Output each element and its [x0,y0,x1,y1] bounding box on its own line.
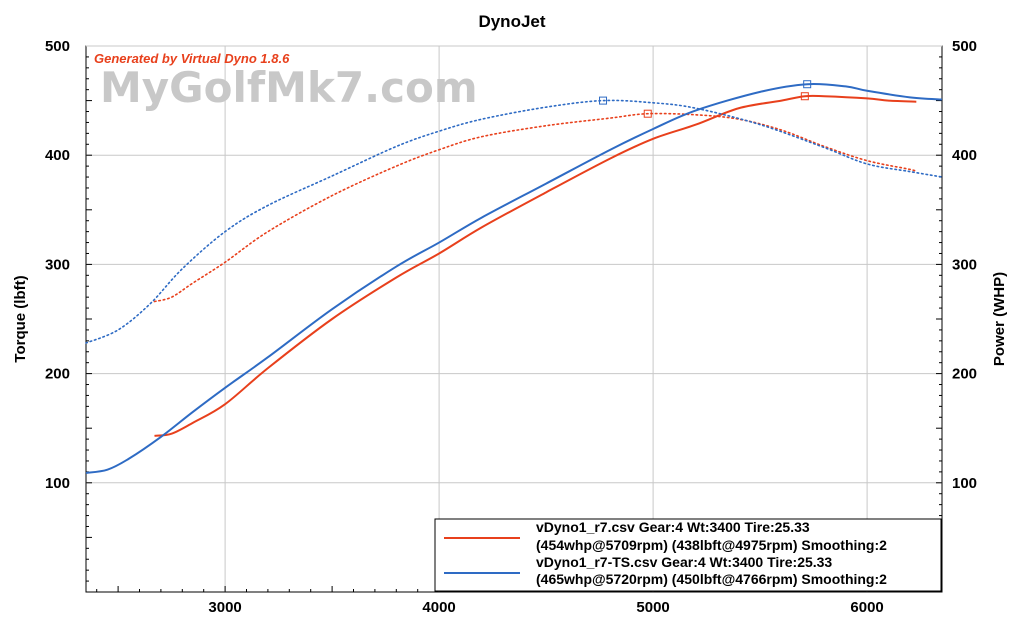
y-right-tick-label: 300 [952,256,977,273]
torque-line-series-1 [153,112,918,303]
legend-entry-series-1-stats: (454whp@5709rpm) (438lbft@4975rpm) Smoot… [536,537,887,553]
plot-frame [85,45,943,593]
x-tick-label: 5000 [636,599,669,616]
peak-marker-series-2 [599,96,608,105]
legend-box [434,518,942,592]
y-axis-left-label: Torque (lbft) [12,275,29,362]
legend: vDyno1_r7.csv Gear:4 Wt:3400 Tire:25.33 … [434,518,942,592]
y-right-tick-label: 400 [952,147,977,164]
y-axis-right-label: Power (WHP) [991,272,1008,366]
y-left-tick-label: 300 [45,256,70,273]
x-tick-label: 4000 [422,599,455,616]
y-left-tick-label: 500 [45,38,70,55]
y-left-tick-label: 100 [45,475,70,492]
series-group [85,80,943,474]
y-right-tick-label: 200 [952,366,977,383]
peak-marker-series-2 [803,80,812,89]
power-line-series-1 [154,94,917,437]
y-right-tick-label: 100 [952,475,977,492]
watermark-text: MyGolfMk7.com [100,63,478,112]
x-tick-label: 6000 [850,599,883,616]
torque-line-series-2 [85,99,943,344]
legend-entry-series-1: vDyno1_r7.csv Gear:4 Wt:3400 Tire:25.33 [536,519,810,535]
legend-entry-series-2-stats: (465whp@5720rpm) (450lbft@4766rpm) Smoot… [536,571,887,587]
tick-labels: 3000 4000 5000 6000 100 200 300 400 500 100 200 300… [45,38,977,616]
grid-lines [86,45,942,592]
y-right-tick-label: 500 [952,38,977,55]
y-left-tick-label: 400 [45,147,70,164]
legend-entry-series-2: vDyno1_r7-TS.csv Gear:4 Wt:3400 Tire:25.… [536,554,832,570]
peak-marker-series-1 [643,109,652,118]
x-tick-label: 3000 [208,599,241,616]
y-left-tick-label: 200 [45,366,70,383]
peak-marker-series-1 [800,92,809,101]
power-line-series-2 [85,83,943,474]
chart-title: DynoJet [478,12,545,31]
generator-label: Generated by Virtual Dyno 1.8.6 [94,51,290,66]
